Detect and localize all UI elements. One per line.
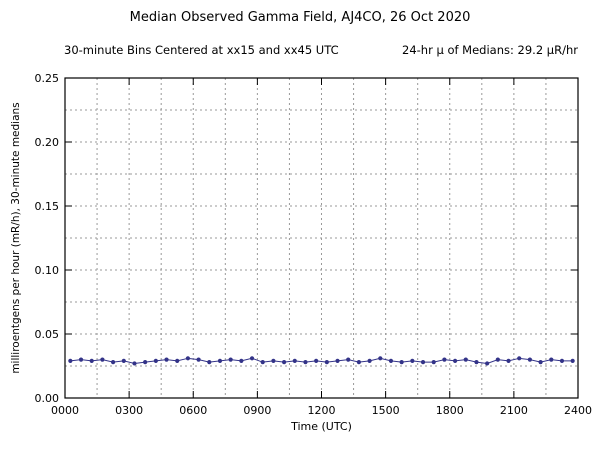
data-point: [527, 357, 533, 362]
data-point: [485, 361, 490, 366]
x-tick-label: 0600: [179, 404, 207, 417]
chart-title: Median Observed Gamma Field, AJ4CO, 26 O…: [129, 10, 471, 25]
data-point: [495, 357, 500, 362]
x-tick-label: 0000: [51, 404, 79, 417]
data-point: [292, 358, 297, 363]
data-point: [399, 360, 404, 365]
data-point: [239, 358, 244, 363]
data-point: [185, 356, 191, 361]
data-point: [89, 358, 94, 363]
data-point: [388, 358, 394, 363]
chart-subtitle-mean: 24-hr μ of Medians: 29.2 μR/hr: [402, 43, 578, 57]
data-point: [570, 358, 575, 363]
x-tick-label: 2100: [500, 404, 528, 417]
data-point: [517, 356, 522, 361]
y-tick-label: 0.00: [35, 392, 60, 405]
x-tick-label: 0900: [243, 404, 271, 417]
data-point: [463, 357, 468, 362]
chart-subtitle-bins: 30-minute Bins Centered at xx15 and xx45…: [64, 43, 339, 57]
data-point: [452, 358, 458, 363]
data-point: [346, 357, 351, 362]
data-point: [217, 358, 223, 363]
x-tick-label: 1500: [372, 404, 400, 417]
data-point: [100, 357, 105, 362]
x-axis-title: Time (UTC): [291, 420, 352, 433]
x-tick-label: 0300: [115, 404, 143, 417]
data-point: [207, 360, 212, 365]
data-point: [78, 357, 84, 362]
data-point: [356, 360, 362, 365]
data-point: [175, 358, 180, 363]
data-point: [367, 358, 372, 363]
data-point: [153, 358, 158, 363]
data-point: [549, 357, 554, 362]
data-point: [164, 357, 169, 362]
data-point: [281, 360, 287, 365]
data-point: [271, 358, 276, 363]
x-tick-label: 1800: [436, 404, 464, 417]
data-point: [121, 358, 126, 363]
data-point: [335, 358, 340, 363]
chart-subtitle: 30-minute Bins Centered at xx15 and xx45…: [64, 43, 578, 57]
data-point: [506, 358, 511, 363]
y-tick-label: 0.05: [35, 328, 60, 341]
y-tick-label: 0.10: [35, 264, 60, 277]
data-point: [228, 357, 233, 362]
data-point: [132, 361, 137, 366]
data-point: [314, 358, 319, 363]
data-point: [303, 360, 308, 365]
data-point: [110, 360, 116, 365]
data-point: [538, 360, 543, 365]
data-point: [431, 360, 436, 365]
data-point: [68, 358, 73, 363]
x-tick-label: 2400: [564, 404, 592, 417]
data-point: [474, 360, 479, 365]
data-point: [420, 360, 426, 365]
data-point: [324, 360, 329, 365]
data-point: [559, 358, 565, 363]
data-point: [442, 357, 447, 362]
data-point: [410, 358, 415, 363]
data-point: [378, 356, 383, 361]
y-tick-label: 0.15: [35, 200, 60, 213]
data-point: [143, 360, 148, 365]
data-point: [260, 360, 265, 365]
data-point: [196, 357, 201, 362]
data-point: [249, 356, 255, 361]
y-tick-label: 0.25: [35, 72, 60, 85]
y-tick-label: 0.20: [35, 136, 60, 149]
x-tick-label: 1200: [308, 404, 336, 417]
